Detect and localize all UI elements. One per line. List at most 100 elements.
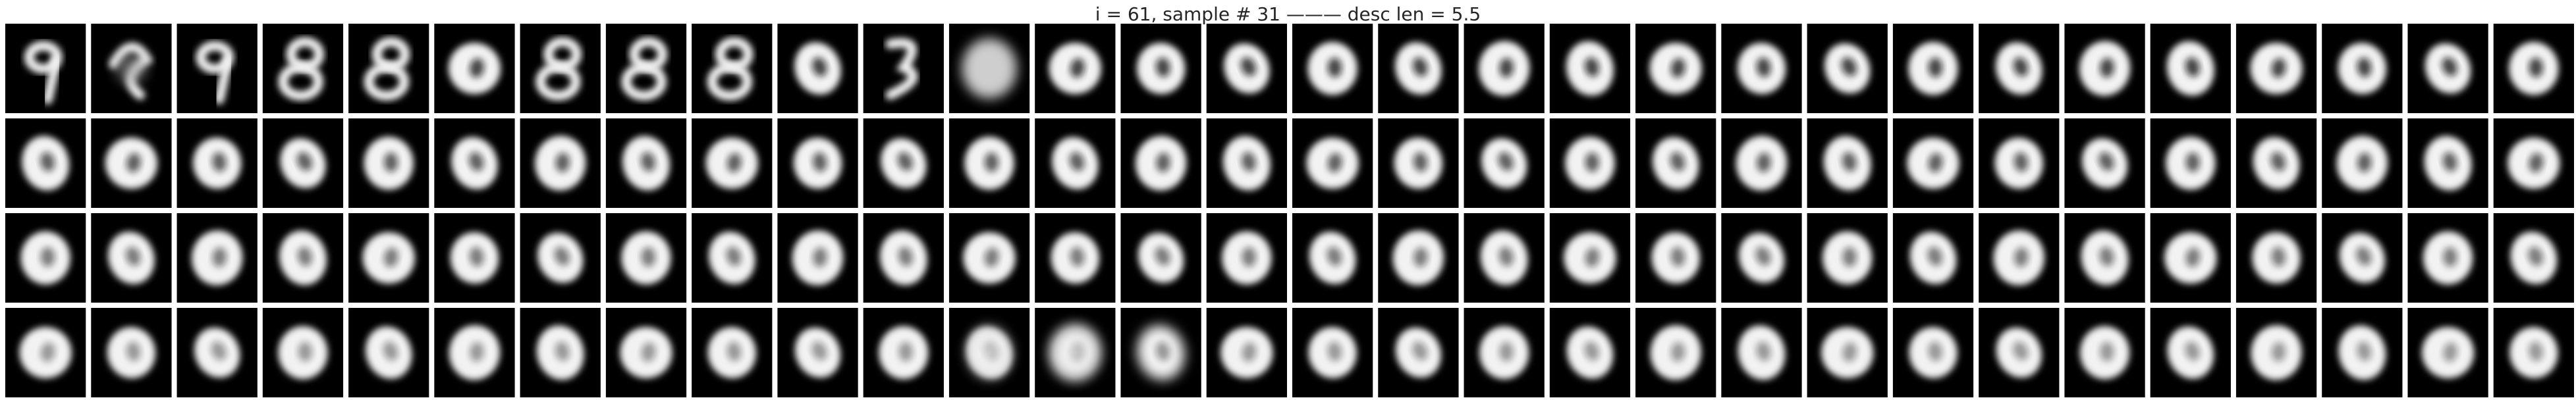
generated-digit-image: [1979, 118, 2060, 208]
generated-digit-image: [2322, 213, 2403, 303]
generated-digit-image: [2064, 308, 2145, 397]
generated-digit-image: [777, 24, 858, 113]
generated-digit-image: [692, 118, 773, 208]
generated-digit-image: [948, 24, 1030, 113]
generated-digit-image: [1292, 24, 1373, 113]
generated-digit-image: [520, 308, 601, 397]
generated-digit-image: [605, 308, 687, 397]
generated-digit-image: [2235, 308, 2317, 397]
generated-digit-image: [434, 24, 515, 113]
generated-digit-image: [434, 213, 515, 303]
generated-digit-image: [1292, 213, 1373, 303]
generated-digit-image: [2493, 24, 2574, 113]
generated-digit-image: [434, 118, 515, 208]
generated-digit-image: [2064, 118, 2145, 208]
generated-digit-image: [1035, 24, 1116, 113]
generated-digit-image: [1892, 308, 1974, 397]
generated-digit-image: [1292, 308, 1373, 397]
generated-digit-image: [863, 308, 944, 397]
generated-digit-image: [1807, 213, 1888, 303]
generated-digit-image: [1120, 213, 1201, 303]
generated-digit-image: [1549, 24, 1631, 113]
generated-digit-image: [348, 213, 429, 303]
generated-digit-image: [777, 213, 858, 303]
generated-digit-image: [1979, 24, 2060, 113]
generated-digit-image: [434, 308, 515, 397]
generated-digit-image: [863, 24, 944, 113]
generated-digit-image: [1378, 213, 1459, 303]
generated-digit-image: [1807, 118, 1888, 208]
generated-digit-image: [692, 213, 773, 303]
generated-digit-image: [948, 213, 1030, 303]
generated-digit-image: [2493, 213, 2574, 303]
generated-digit-image: [1035, 213, 1116, 303]
generated-digit-image: [177, 118, 258, 208]
generated-digit-image: [5, 118, 86, 208]
generated-digit-image: [605, 118, 687, 208]
figure-title: i = 61, sample # 31 ——— desc len = 5.5: [1095, 3, 1481, 25]
generated-digit-image: [1549, 308, 1631, 397]
image-grid-svg: [5, 24, 2574, 397]
generated-digit-image: [948, 308, 1030, 397]
generated-digit-image: [2150, 213, 2231, 303]
generated-digit-image: [2235, 213, 2317, 303]
generated-digit-image: [1378, 118, 1459, 208]
generated-digit-image: [2407, 24, 2488, 113]
generated-digit-image: [1635, 213, 1716, 303]
generated-digit-image: [2407, 118, 2488, 208]
generated-digit-image: [5, 308, 86, 397]
generated-digit-image: [1635, 24, 1716, 113]
generated-digit-image: [1635, 118, 1716, 208]
generated-digit-image: [348, 118, 429, 208]
generated-digit-image: [863, 213, 944, 303]
generated-digit-image: [1120, 118, 1201, 208]
generated-digit-image: [1721, 308, 1802, 397]
generated-digit-image: [2407, 308, 2488, 397]
generated-digit-image: [2493, 118, 2574, 208]
generated-digit-image: [1206, 213, 1287, 303]
generated-digit-image: [1464, 24, 1545, 113]
generated-digit-image: [2322, 308, 2403, 397]
generated-digit-image: [2150, 308, 2231, 397]
generated-digit-image: [692, 24, 773, 113]
generated-digit-image: [177, 308, 258, 397]
generated-digit-image: [1979, 308, 2060, 397]
generated-digit-image: [2150, 118, 2231, 208]
generated-digit-image: [2322, 24, 2403, 113]
generated-digit-image: [692, 308, 773, 397]
generated-digit-image: [605, 213, 687, 303]
generated-digit-image: [91, 118, 172, 208]
generated-digit-image: [1206, 24, 1287, 113]
generated-digit-image: [1464, 118, 1545, 208]
generated-digit-image: [520, 24, 601, 113]
generated-digit-image: [520, 213, 601, 303]
generated-digit-image: [1464, 213, 1545, 303]
generated-digit-image: [2235, 24, 2317, 113]
generated-digit-image: [863, 118, 944, 208]
generated-digit-image: [605, 24, 687, 113]
generated-digit-image: [348, 24, 429, 113]
generated-digit-image: [1979, 213, 2060, 303]
generated-digit-image: [1378, 24, 1459, 113]
generated-digit-image: [520, 118, 601, 208]
generated-digit-image: [777, 308, 858, 397]
generated-digit-image: [177, 213, 258, 303]
generated-digit-image: [1378, 308, 1459, 397]
generated-digit-image: [91, 213, 172, 303]
generated-digit-image: [777, 118, 858, 208]
generated-digit-image: [262, 213, 344, 303]
generated-digit-image: [262, 118, 344, 208]
generated-digit-image: [1892, 24, 1974, 113]
generated-digit-image: [2322, 118, 2403, 208]
generated-digit-image: [1549, 213, 1631, 303]
generated-digit-image: [177, 24, 258, 113]
generated-digit-image: [1035, 308, 1116, 397]
generated-digit-image: [1206, 118, 1287, 208]
generated-digit-image: [1549, 118, 1631, 208]
generated-digit-image: [2407, 213, 2488, 303]
generated-digit-image: [1120, 308, 1201, 397]
generated-digit-image: [5, 213, 86, 303]
generated-digit-image: [2064, 213, 2145, 303]
generated-digit-image: [1892, 118, 1974, 208]
